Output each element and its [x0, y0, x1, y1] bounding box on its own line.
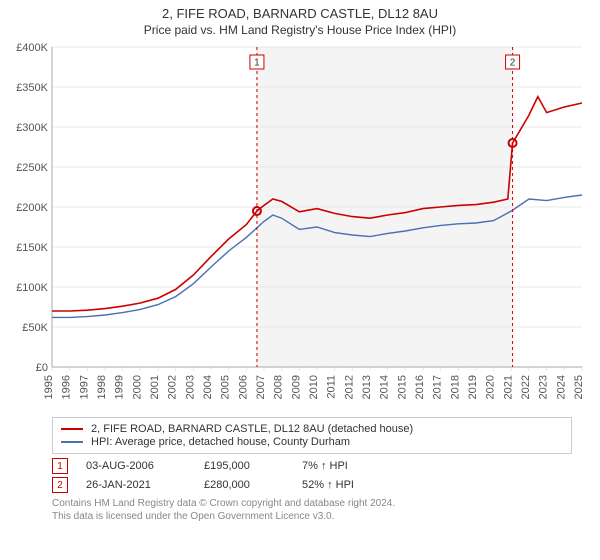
svg-text:1995: 1995	[43, 375, 55, 399]
legend-label: HPI: Average price, detached house, Coun…	[91, 436, 350, 448]
legend-label: 2, FIFE ROAD, BARNARD CASTLE, DL12 8AU (…	[91, 423, 413, 435]
record-marker-icon: 1	[52, 458, 68, 474]
svg-text:2012: 2012	[343, 375, 355, 399]
svg-text:2013: 2013	[361, 375, 373, 399]
svg-text:2005: 2005	[220, 375, 232, 399]
svg-text:2024: 2024	[555, 375, 567, 399]
svg-text:2002: 2002	[167, 375, 179, 399]
svg-text:2004: 2004	[202, 375, 214, 399]
svg-text:£50K: £50K	[22, 322, 48, 334]
svg-text:£100K: £100K	[16, 282, 48, 294]
record-date: 03-AUG-2006	[86, 460, 186, 472]
svg-text:2010: 2010	[308, 375, 320, 399]
svg-text:2009: 2009	[290, 375, 302, 399]
record-price: £280,000	[204, 479, 284, 491]
legend-row: 2, FIFE ROAD, BARNARD CASTLE, DL12 8AU (…	[61, 423, 563, 435]
legend-row: HPI: Average price, detached house, Coun…	[61, 436, 563, 448]
svg-text:2007: 2007	[255, 375, 267, 399]
svg-text:2016: 2016	[414, 375, 426, 399]
svg-text:£200K: £200K	[16, 202, 48, 214]
svg-text:1997: 1997	[78, 375, 90, 399]
footer-line: This data is licensed under the Open Gov…	[52, 510, 590, 523]
price-chart: 1 2 £0 £50K £100K £150K £200K £250K £300K £350K £4…	[10, 43, 590, 411]
svg-text:2023: 2023	[538, 375, 550, 399]
sale-records: 1 03-AUG-2006 £195,000 7% ↑ HPI 2 26-JAN…	[52, 458, 590, 493]
record-row: 1 03-AUG-2006 £195,000 7% ↑ HPI	[52, 458, 590, 474]
svg-text:2018: 2018	[449, 375, 461, 399]
svg-text:2020: 2020	[485, 375, 497, 399]
svg-text:2014: 2014	[379, 375, 391, 399]
svg-text:£350K: £350K	[16, 82, 48, 94]
legend: 2, FIFE ROAD, BARNARD CASTLE, DL12 8AU (…	[52, 417, 572, 454]
record-row: 2 26-JAN-2021 £280,000 52% ↑ HPI	[52, 477, 590, 493]
svg-text:2015: 2015	[396, 375, 408, 399]
svg-text:1: 1	[254, 58, 260, 69]
svg-text:£250K: £250K	[16, 162, 48, 174]
footer: Contains HM Land Registry data © Crown c…	[52, 497, 590, 523]
svg-text:£300K: £300K	[16, 122, 48, 134]
record-date: 26-JAN-2021	[86, 479, 186, 491]
svg-text:1999: 1999	[114, 375, 126, 399]
svg-text:2003: 2003	[184, 375, 196, 399]
svg-text:£400K: £400K	[16, 43, 48, 54]
svg-text:2025: 2025	[573, 375, 585, 399]
chart-svg: 1 2 £0 £50K £100K £150K £200K £250K £300K £350K £4…	[10, 43, 590, 411]
svg-text:2001: 2001	[149, 375, 161, 399]
svg-text:2000: 2000	[131, 375, 143, 399]
svg-text:£150K: £150K	[16, 242, 48, 254]
legend-swatch	[61, 441, 83, 443]
svg-text:2019: 2019	[467, 375, 479, 399]
svg-text:2011: 2011	[326, 375, 338, 399]
svg-text:2017: 2017	[432, 375, 444, 399]
svg-text:2006: 2006	[237, 375, 249, 399]
svg-text:1998: 1998	[96, 375, 108, 399]
legend-swatch	[61, 428, 83, 430]
svg-text:1996: 1996	[61, 375, 73, 399]
record-pct: 52% ↑ HPI	[302, 479, 422, 491]
record-pct: 7% ↑ HPI	[302, 460, 422, 472]
svg-text:2021: 2021	[502, 375, 514, 399]
svg-text:2022: 2022	[520, 375, 532, 399]
page-subtitle: Price paid vs. HM Land Registry's House …	[10, 23, 590, 37]
record-marker-icon: 2	[52, 477, 68, 493]
svg-text:2008: 2008	[273, 375, 285, 399]
svg-text:2: 2	[510, 58, 516, 69]
footer-line: Contains HM Land Registry data © Crown c…	[52, 497, 590, 510]
record-price: £195,000	[204, 460, 284, 472]
svg-text:£0: £0	[36, 362, 48, 374]
page-title: 2, FIFE ROAD, BARNARD CASTLE, DL12 8AU	[10, 6, 590, 21]
